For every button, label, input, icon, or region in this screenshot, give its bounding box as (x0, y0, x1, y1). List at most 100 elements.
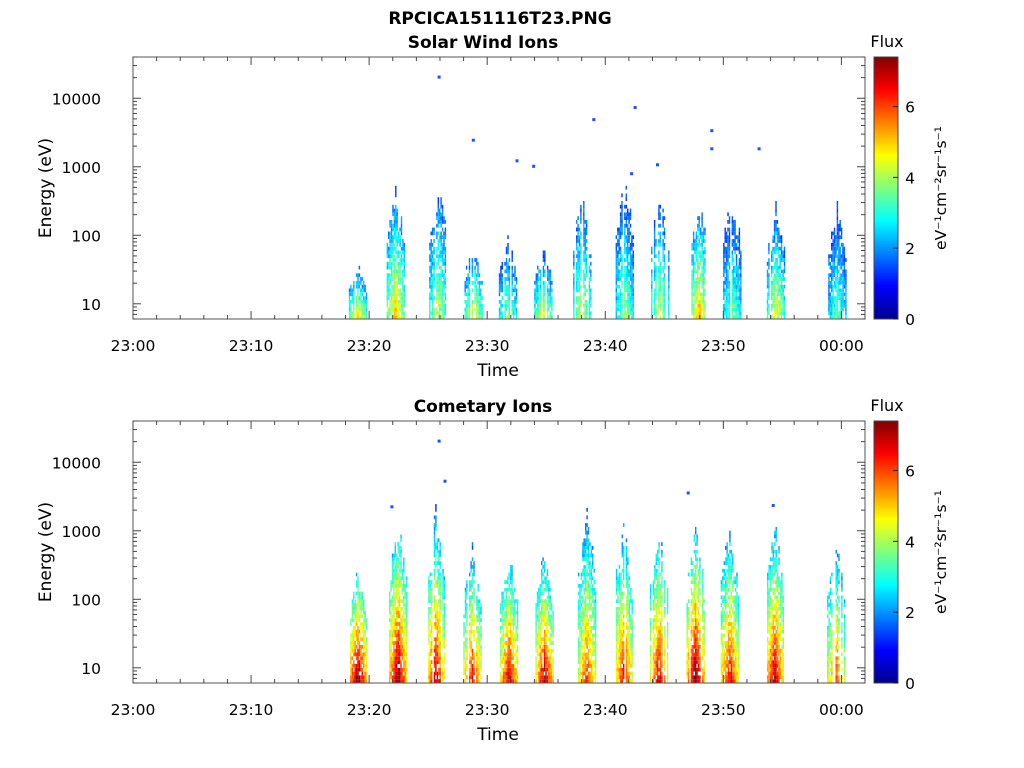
spectrogram-cell (631, 315, 633, 320)
spectrogram-cell (508, 273, 511, 278)
spectrogram-cell (829, 315, 832, 320)
spectrogram-cell (438, 584, 440, 588)
spectrogram-cell (549, 311, 552, 316)
spectrogram-cell (694, 288, 696, 293)
spectrogram-cell (619, 250, 622, 255)
spectrogram-cell (444, 235, 447, 240)
spectrogram-cell (548, 584, 550, 588)
spectrogram-cell (617, 273, 619, 278)
spectrogram-cell (463, 652, 465, 657)
spectrogram-cell (623, 557, 625, 562)
spectrogram-cell (839, 258, 841, 262)
spectrogram-cell (738, 239, 741, 243)
spectrogram-cell (473, 671, 475, 676)
spectrogram-cell (353, 300, 355, 304)
spectrogram-cell (692, 280, 695, 285)
spectrogram-cell (842, 284, 844, 289)
spectrogram-cell (584, 311, 586, 316)
spectrogram-cell (625, 580, 628, 585)
spectrogram-cell (440, 265, 442, 270)
spectrogram-cell (621, 227, 623, 232)
spectrogram-cell (430, 277, 432, 281)
spectrogram-cell (580, 629, 583, 634)
spectrogram-cell (400, 296, 403, 301)
spectrogram-cell (775, 223, 777, 228)
spectrogram-cell (615, 235, 618, 240)
spectrogram-cell (577, 584, 580, 588)
spectrogram-cell (586, 675, 588, 680)
spectrogram-cell (474, 296, 476, 301)
spectrogram-cell (776, 300, 779, 304)
spectrogram-cell (443, 614, 446, 619)
spectrogram-cell (737, 246, 739, 251)
spectrogram-cell (433, 311, 435, 316)
spectrogram-cell (501, 595, 503, 600)
spectrogram-cell (475, 261, 478, 266)
spectrogram-cell (586, 622, 588, 626)
spectrogram-cell (627, 250, 629, 255)
spectrogram-cell (828, 292, 830, 297)
spectrogram-cell (631, 652, 633, 657)
spectrogram-cell (502, 637, 505, 642)
spectrogram-cell (441, 288, 444, 293)
spectrogram-cell (731, 269, 734, 274)
spectrogram-cell (589, 606, 591, 611)
spectrogram-cell (619, 307, 622, 312)
spectrogram-cell (734, 269, 736, 274)
spectrogram-cell (429, 258, 431, 262)
spectrogram-cell (740, 269, 742, 274)
spectrogram-cell (361, 603, 364, 607)
spectrogram-cell (439, 216, 441, 221)
spectrogram-cell (768, 296, 770, 301)
spectrogram-cell (699, 254, 702, 259)
spectrogram-cell (701, 292, 703, 297)
spectrogram-cell (435, 625, 437, 630)
spectrogram-cell (833, 300, 836, 304)
spectrogram-cell (404, 644, 406, 649)
spectrogram-cell (658, 231, 660, 236)
spectrogram-cell (504, 300, 506, 304)
spectrogram-cell (548, 296, 550, 301)
spectrogram-cell (582, 644, 584, 649)
spectrogram-cell (505, 284, 508, 289)
spectrogram-cell (737, 300, 739, 304)
spectrogram-cell (579, 648, 581, 653)
spectrogram-cell (546, 572, 549, 577)
spectrogram-cell (549, 280, 552, 285)
spectrogram-cell (549, 652, 551, 657)
spectrogram-cell (444, 307, 447, 312)
spectrogram-cell (478, 303, 481, 308)
spectrogram-cell (358, 641, 361, 645)
spectrogram-cell (615, 648, 618, 653)
spectrogram-cell (473, 622, 475, 626)
spectrogram-cell (583, 201, 585, 205)
spectrogram-cell (735, 254, 738, 259)
spectrogram-cell (390, 652, 392, 657)
spectrogram-cell (831, 269, 833, 274)
spectrogram-cell (392, 273, 394, 278)
spectrogram-cell (694, 315, 696, 320)
spectrogram-cell (653, 277, 656, 281)
spectrogram-cell (393, 553, 395, 558)
spectrogram-cell (397, 307, 400, 312)
spectrogram-cell (583, 242, 585, 247)
spectrogram-cell (389, 280, 391, 285)
spectrogram-cell (577, 618, 580, 623)
spectrogram-cell (539, 307, 542, 312)
spectrogram-cell (474, 273, 476, 278)
spectrogram-cell (615, 610, 618, 615)
spectrogram-cell (399, 258, 401, 262)
spectrogram-cell (617, 296, 619, 301)
spectrogram-cell (351, 288, 354, 293)
spectrogram-cell (535, 288, 538, 293)
spectrogram-cell (733, 307, 735, 312)
spectrogram-cell (631, 644, 633, 649)
spectrogram-cell (471, 614, 474, 619)
spectrogram-cell (466, 595, 468, 600)
spectrogram-cell (594, 644, 597, 649)
spectrogram-cell (406, 618, 408, 623)
spectrogram-cell (737, 296, 739, 301)
spectrogram-cell (778, 284, 780, 289)
spectrogram-cell (627, 587, 629, 592)
spectrogram-cell (429, 667, 432, 672)
